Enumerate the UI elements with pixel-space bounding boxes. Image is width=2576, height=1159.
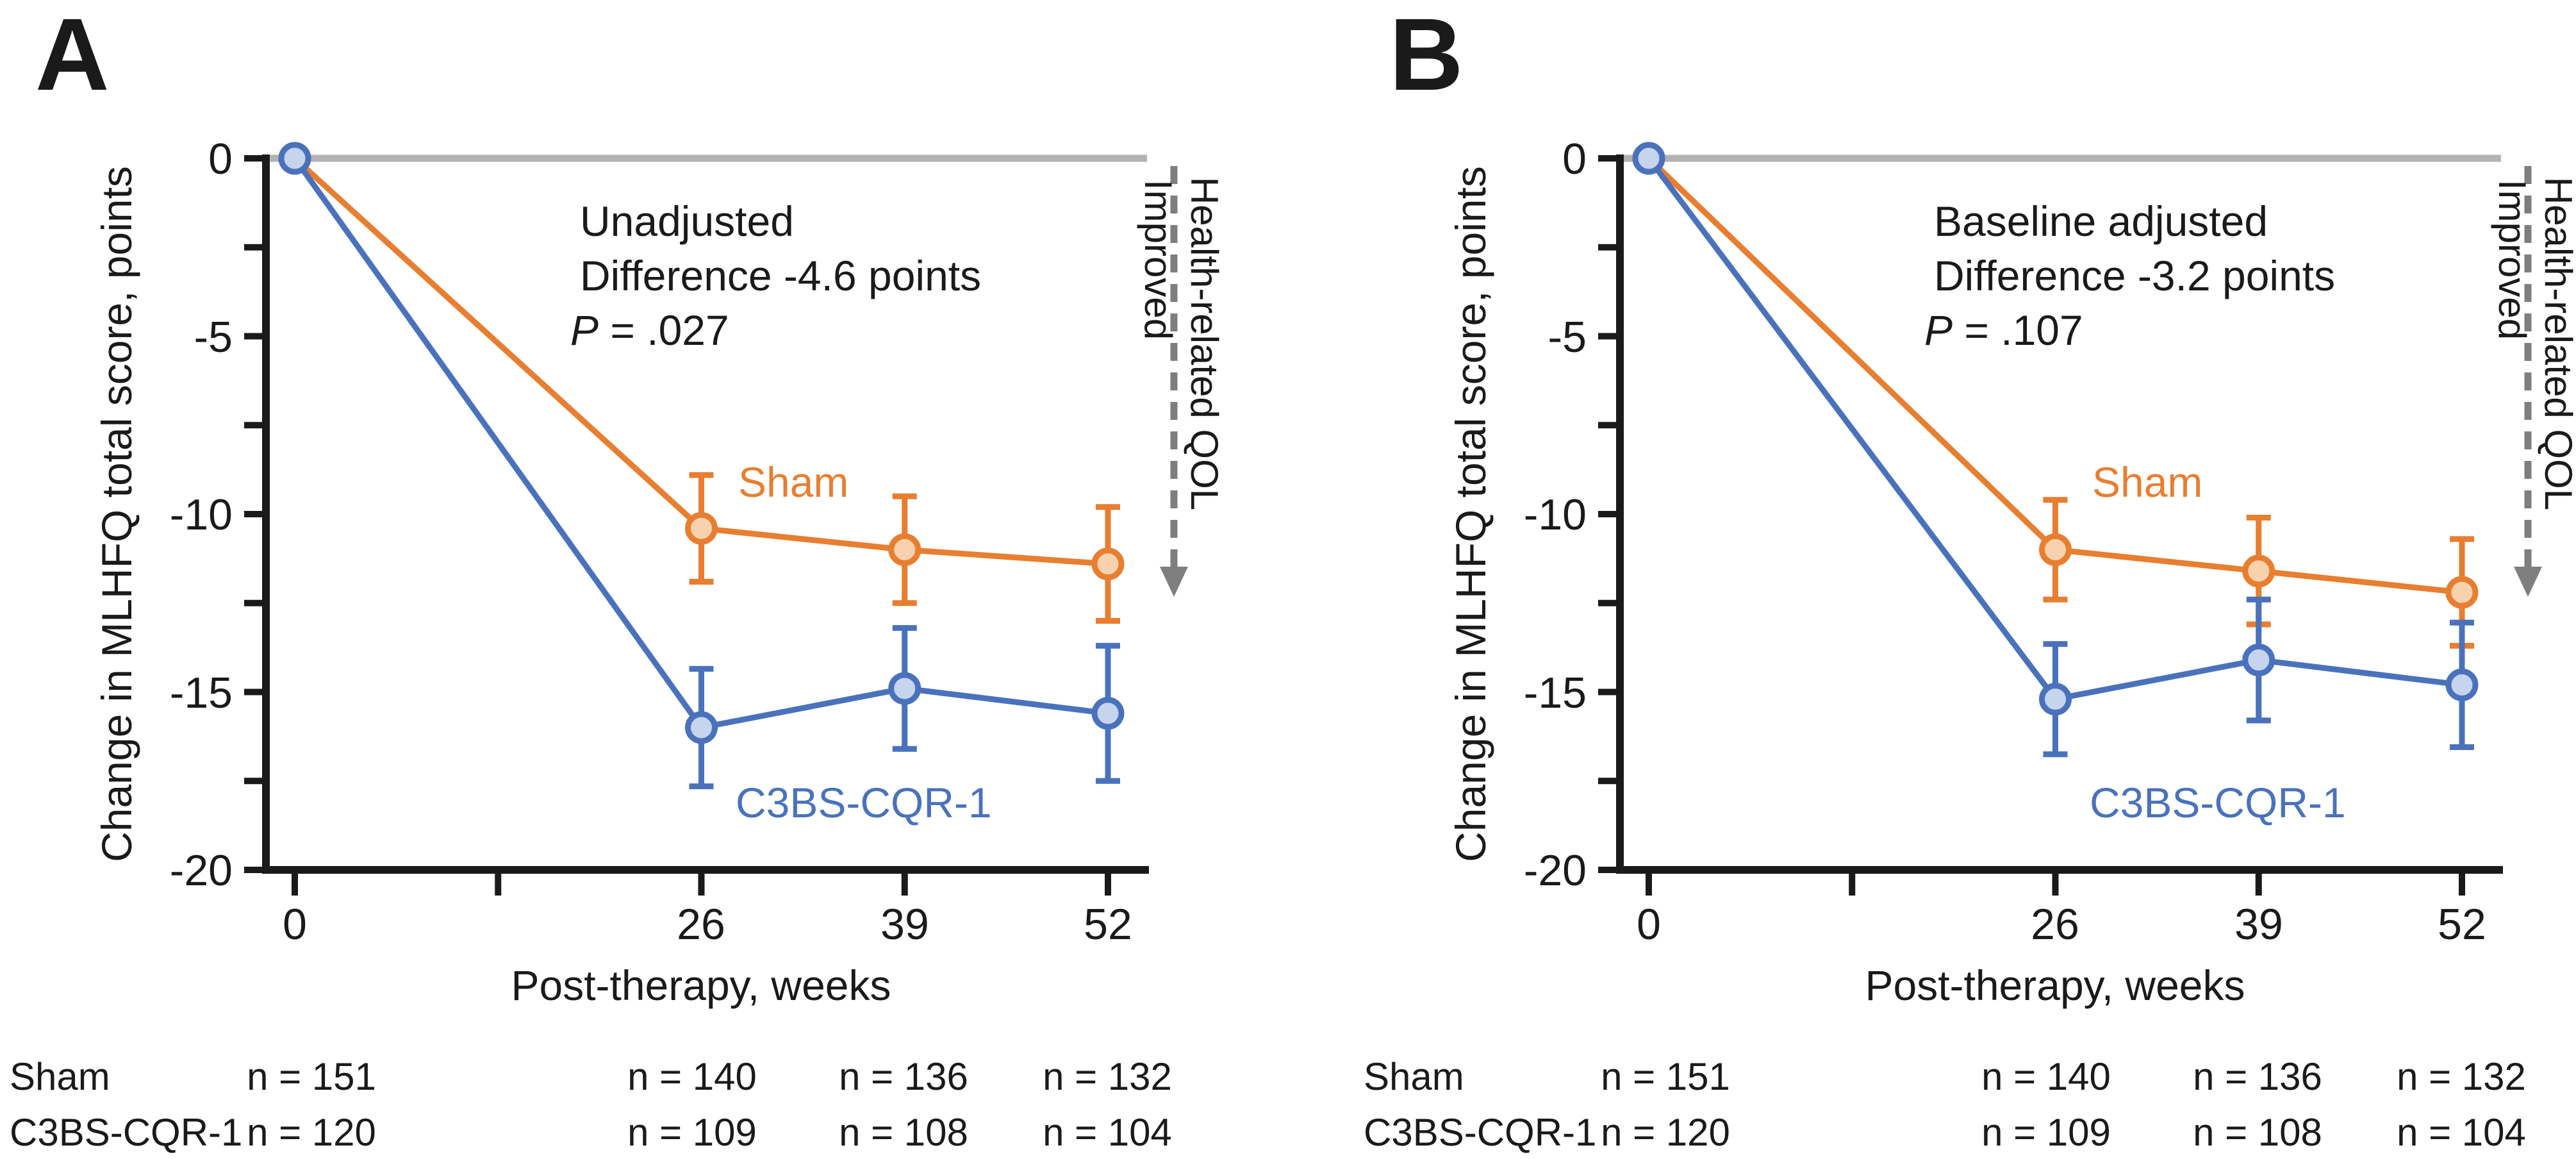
annotation-line1: Baseline adjusted: [1934, 197, 2268, 245]
annotation-line1: Unadjusted: [580, 197, 794, 245]
series-label-sham: Sham: [738, 458, 848, 506]
n-value: n = 136: [839, 1055, 968, 1098]
n-value: n = 140: [627, 1055, 757, 1098]
panel-letter: A: [35, 0, 110, 112]
n-value: n = 120: [1601, 1111, 1730, 1154]
y-tick-label: -20: [1524, 846, 1587, 895]
annotation-block: Baseline adjusted Difference -3.2 points…: [1924, 197, 2335, 354]
x-axis-title: Post-therapy, weeks: [1865, 962, 2245, 1009]
y-tick-label: 0: [1562, 135, 1587, 183]
y-tick-label: 0: [208, 135, 233, 183]
panel-a-root: A Change in MLHFQ total score, points 0 …: [10, 0, 1226, 1154]
n-value: n = 132: [2397, 1055, 2526, 1098]
n-value: n = 104: [1043, 1111, 1172, 1154]
series-line-C3BS-CQR-1: [1646, 156, 2463, 703]
y-tick-label: -10: [1524, 490, 1587, 539]
annotation-pvalue: P = .027: [570, 306, 729, 354]
annotation-line2: Difference -3.2 points: [1934, 252, 2335, 299]
n-value: n = 151: [1601, 1055, 1730, 1098]
data-point-C3BS-CQR-1: [2242, 644, 2275, 677]
y-axis-title: Change in MLHFQ total score, points: [1447, 166, 1494, 862]
n-value: n = 109: [1981, 1111, 2111, 1154]
series-line-C3BS-CQR-1: [292, 156, 1109, 731]
n-value: n = 108: [2193, 1111, 2322, 1154]
x-axis-title: Post-therapy, weeks: [511, 962, 891, 1009]
n-value: n = 120: [247, 1111, 376, 1154]
y-tick-label: -20: [170, 846, 233, 895]
chart-layer: [244, 142, 1188, 896]
x-tick-label: 0: [1637, 900, 1661, 949]
x-tick-label: 26: [2031, 900, 2079, 949]
data-point-Sham: [2445, 576, 2479, 609]
series-line-Sham: [292, 156, 1109, 567]
x-tick-label: 39: [880, 900, 929, 949]
panel-a: A Change in MLHFQ total score, points 0 …: [10, 0, 1226, 1154]
x-tick-label: 52: [1084, 900, 1132, 949]
n-table-row-label: Sham: [10, 1055, 110, 1098]
n-value: n = 140: [1981, 1055, 2111, 1098]
data-point-C3BS-CQR-1: [2445, 668, 2479, 701]
n-table: Sham n = 151 n = 140 n = 136 n = 132 C3B…: [10, 1055, 1172, 1154]
data-point-Sham: [888, 533, 921, 566]
x-tick-label: 52: [2438, 900, 2486, 949]
y-tick-label: -5: [1548, 313, 1587, 362]
health-related-qol-label: Health-related QOL: [1183, 177, 1226, 510]
n-table-row-label: Sham: [1364, 1055, 1464, 1098]
health-related-qol-label: Health-related QOL: [2537, 177, 2576, 510]
improved-label: Improved: [2491, 179, 2534, 340]
series-label-c3bs: C3BS-CQR-1: [2090, 779, 2346, 826]
panel-b: B Change in MLHFQ total score, points 0 …: [1364, 0, 2576, 1154]
y-tick-label: -15: [1524, 669, 1587, 717]
n-value: n = 136: [2193, 1055, 2322, 1098]
n-value: n = 151: [247, 1055, 376, 1098]
n-table-row-label: C3BS-CQR-1: [1364, 1111, 1596, 1154]
data-point-C3BS-CQR-1: [1632, 142, 1665, 175]
chart-layer: [1598, 142, 2542, 896]
annotation-pvalue: P = .107: [1924, 306, 2083, 354]
annotation-line2: Difference -4.6 points: [580, 252, 981, 299]
data-point-Sham: [1091, 547, 1125, 581]
y-tick-label: -5: [194, 313, 233, 362]
data-point-C3BS-CQR-1: [1091, 697, 1125, 730]
y-axis-title: Change in MLHFQ total score, points: [93, 166, 140, 862]
x-tick-label: 0: [283, 900, 307, 949]
data-point-C3BS-CQR-1: [888, 672, 921, 705]
data-point-Sham: [2242, 554, 2275, 588]
improved-arrow-head: [2514, 567, 2542, 597]
x-tick-label: 39: [2234, 900, 2283, 949]
n-value: n = 104: [2397, 1111, 2526, 1154]
series-label-sham: Sham: [2092, 458, 2202, 506]
panel-b-root: B Change in MLHFQ total score, points 0 …: [1364, 0, 2576, 1154]
n-value: n = 132: [1043, 1055, 1172, 1098]
data-point-Sham: [2039, 533, 2072, 566]
data-point-Sham: [685, 512, 718, 545]
x-tick-label: 26: [677, 900, 725, 949]
y-tick-label: -15: [170, 669, 233, 717]
annotation-block: Unadjusted Difference -4.6 points P = .0…: [570, 197, 981, 354]
n-value: n = 109: [627, 1111, 757, 1154]
series-label-c3bs: C3BS-CQR-1: [736, 779, 992, 826]
panel-letter: B: [1389, 0, 1464, 112]
series-line-Sham: [1646, 156, 2463, 596]
y-tick-label: -10: [170, 490, 233, 539]
data-point-C3BS-CQR-1: [278, 142, 311, 175]
improved-label: Improved: [1137, 179, 1180, 340]
n-table-row-label: C3BS-CQR-1: [10, 1111, 242, 1154]
data-point-C3BS-CQR-1: [2039, 683, 2072, 716]
n-table: Sham n = 151 n = 140 n = 136 n = 132 C3B…: [1364, 1055, 2526, 1154]
data-point-C3BS-CQR-1: [685, 711, 718, 744]
n-value: n = 108: [839, 1111, 968, 1154]
improved-arrow-head: [1160, 567, 1188, 597]
